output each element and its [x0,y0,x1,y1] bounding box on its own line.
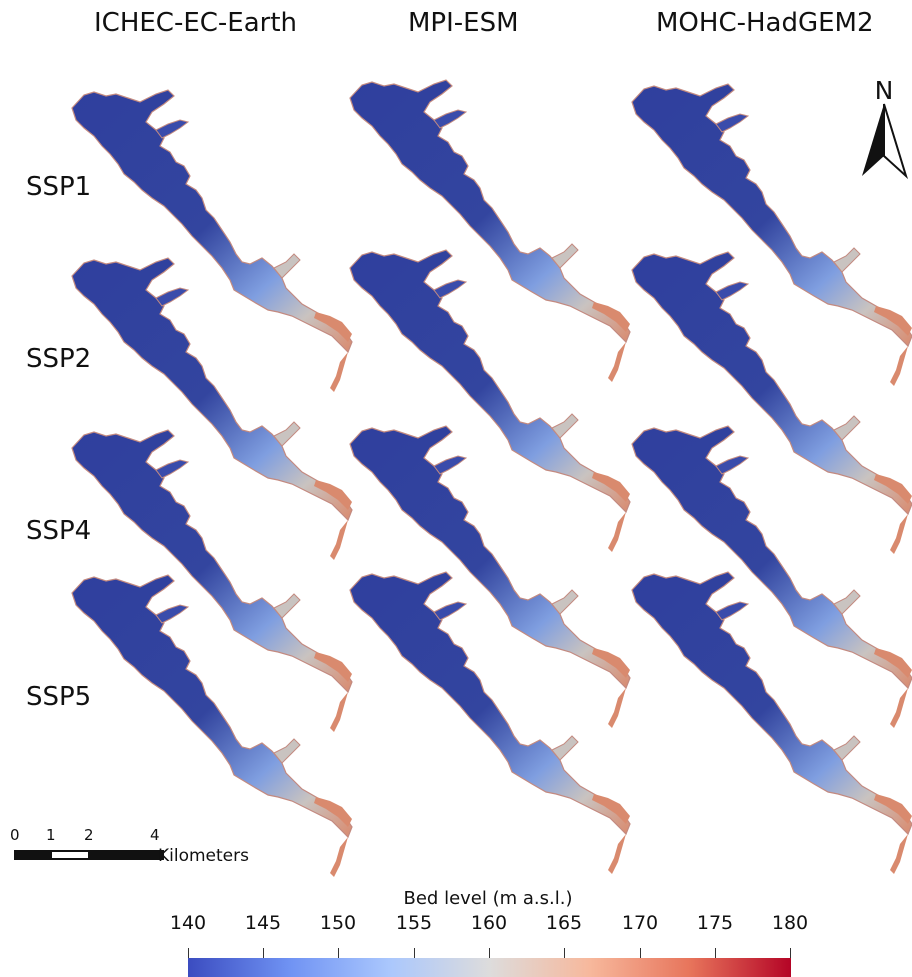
colorbar-tick-label: 150 [319,912,357,934]
colorbar-tick-label: 160 [470,912,508,934]
scale-unit-label: Kilometers [158,846,249,866]
colorbar-gradient [188,958,791,977]
colorbar-tick-mark [790,948,791,958]
row-label-scenario-1: SSP1 [26,172,92,202]
colorbar-tick-mark [188,948,189,958]
colorbar-tick-label: 165 [545,912,583,934]
map-panels [71,79,912,878]
scale-bar-graphic [14,850,164,860]
column-title-model-3: MOHC-HadGEM2 [656,8,874,38]
colorbar-tick-label: 145 [244,912,282,934]
column-title-model-2: MPI-ESM [408,8,519,38]
colorbar-tick-mark [489,948,490,958]
row-label-scenario-2: SSP2 [26,344,92,374]
north-arrow: N [858,76,910,180]
north-label: N [874,76,894,105]
scale-tick-2: 2 [84,826,94,844]
row-label-scenario-3: SSP4 [26,516,92,546]
scale-tick-0: 0 [10,826,20,844]
column-title-model-1: ICHEC-EC-Earth [94,8,298,38]
colorbar-title: Bed level (m a.s.l.) [403,888,573,909]
colorbar-tick-label: 180 [771,912,809,934]
row-label-scenario-4: SSP5 [26,682,92,712]
colorbar-tick-mark [564,948,565,958]
colorbar-tick-mark [338,948,339,958]
colorbar-tick-label: 155 [395,912,433,934]
colorbar-tick-label: 140 [169,912,207,934]
north-arrow-icon [862,103,909,180]
scale-tick-1: 1 [46,826,56,844]
colorbar-tick-mark [263,948,264,958]
colorbar-tick-mark [640,948,641,958]
scale-bar: 0 1 2 4 Kilometers [8,826,288,876]
colorbar-tick-mark [414,948,415,958]
colorbar-tick-mark [715,948,716,958]
scale-tick-4: 4 [150,826,160,844]
colorbar-tick-label: 170 [621,912,659,934]
colorbar-tick-label: 175 [696,912,734,934]
